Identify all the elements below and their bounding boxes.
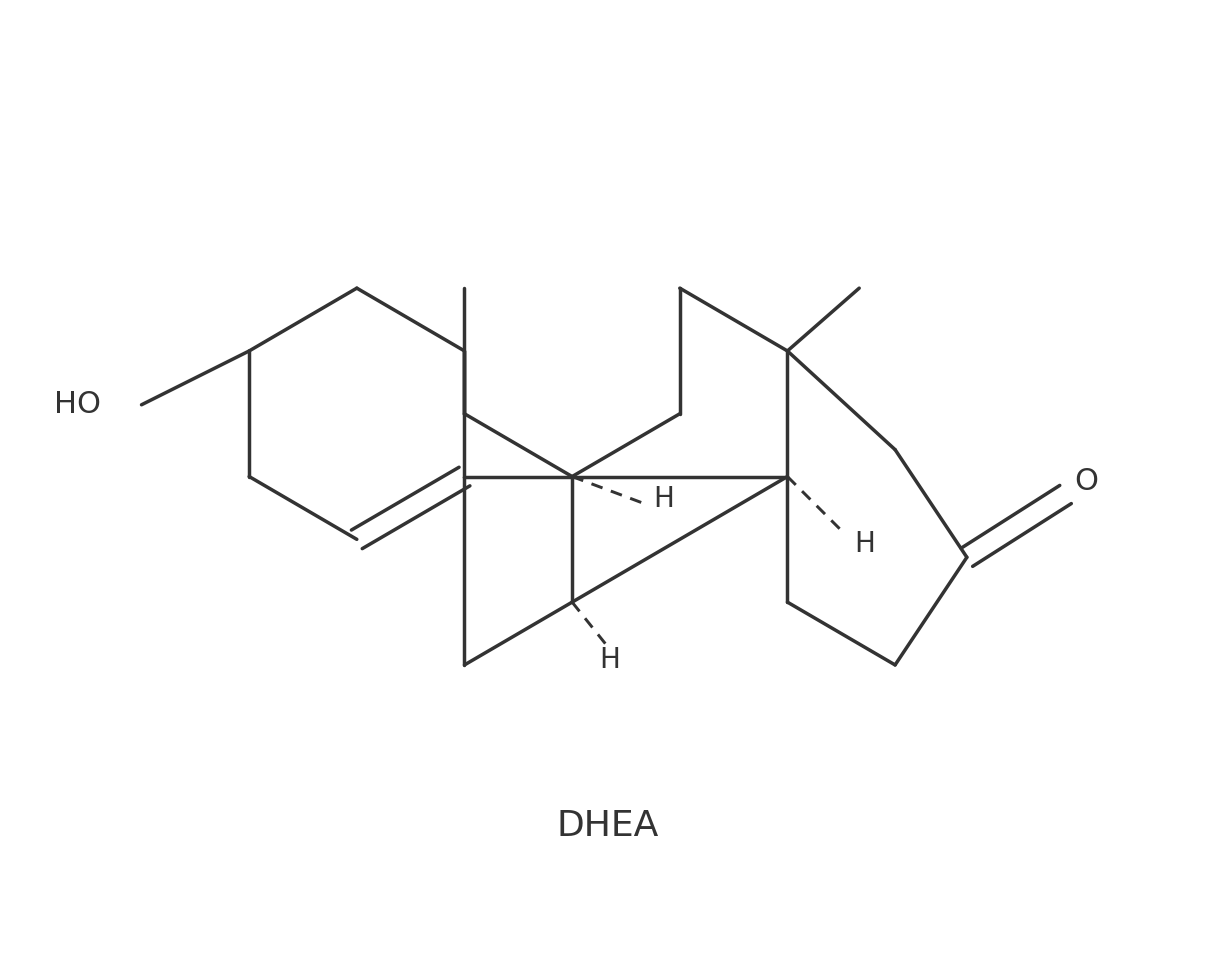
Text: H: H <box>599 647 620 674</box>
Text: H: H <box>855 530 876 558</box>
Text: HO: HO <box>54 390 102 419</box>
Text: DHEA: DHEA <box>557 809 659 844</box>
Text: H: H <box>653 485 674 513</box>
Text: O: O <box>1074 466 1099 496</box>
